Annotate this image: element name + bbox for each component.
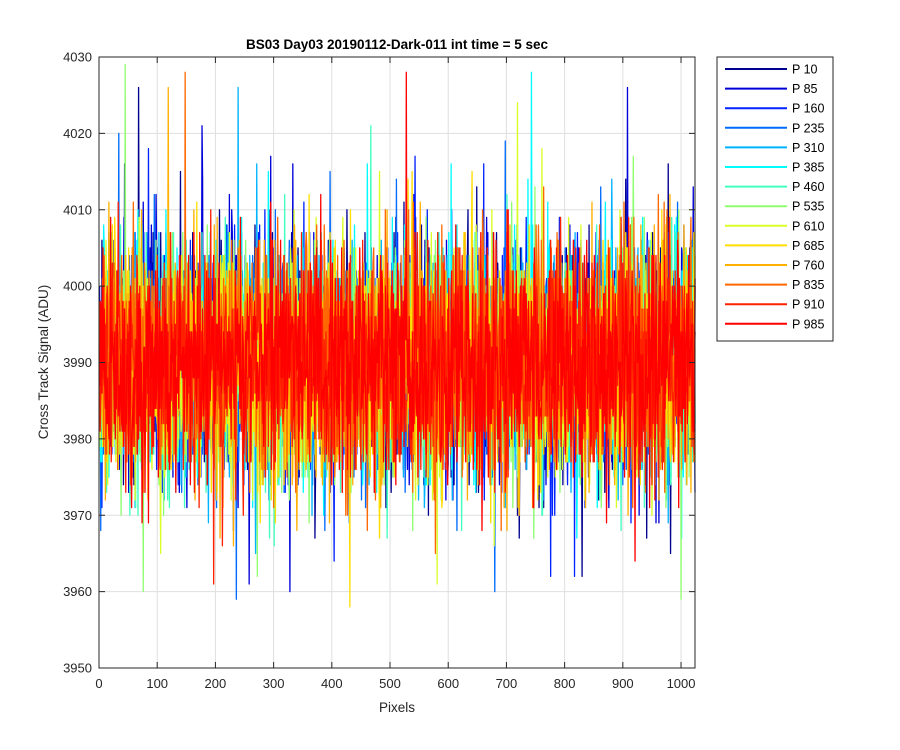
y-tick-label-3: 3980 xyxy=(63,431,92,446)
legend-label-13: P 985 xyxy=(792,317,824,331)
x-tick-label-5: 500 xyxy=(379,676,401,691)
x-tick-label-2: 200 xyxy=(205,676,227,691)
x-tick-label-7: 700 xyxy=(496,676,518,691)
x-tick-label-9: 900 xyxy=(612,676,634,691)
legend-label-6: P 460 xyxy=(792,180,824,194)
legend-box xyxy=(716,56,834,342)
x-tick-label-0: 0 xyxy=(95,676,102,691)
y-tick-label-8: 4030 xyxy=(63,50,92,65)
x-tick-label-6: 600 xyxy=(437,676,459,691)
y-tick-label-5: 4000 xyxy=(63,279,92,294)
legend-label-12: P 910 xyxy=(792,298,824,312)
x-tick-label-3: 300 xyxy=(263,676,285,691)
legend-label-5: P 385 xyxy=(792,161,824,175)
y-tick-label-1: 3960 xyxy=(63,584,92,599)
legend-label-0: P 10 xyxy=(792,63,818,77)
series-line-13 xyxy=(98,71,696,562)
x-tick-label-8: 800 xyxy=(554,676,576,691)
x-tick-label-1: 100 xyxy=(146,676,168,691)
legend-label-11: P 835 xyxy=(792,278,824,292)
y-tick-label-6: 4010 xyxy=(63,202,92,217)
y-tick-label-0: 3950 xyxy=(63,661,92,676)
legend-label-3: P 235 xyxy=(792,121,824,135)
chart-title: BS03 Day03 20190112-Dark-011 int time = … xyxy=(246,37,549,52)
legend-label-1: P 85 xyxy=(792,82,818,96)
x-tick-label-10: 1000 xyxy=(667,676,696,691)
axis-ticks: 0 100 200 300 400 500 600 700 800 900 1000 3950 3960… xyxy=(63,50,695,692)
x-axis-label: Pixels xyxy=(379,700,415,715)
y-tick-label-4: 3990 xyxy=(63,355,92,370)
legend-label-4: P 310 xyxy=(792,141,824,155)
y-axis-label: Cross Track Signal (ADU) xyxy=(36,285,51,440)
legend-label-2: P 160 xyxy=(792,102,824,116)
legend-label-7: P 535 xyxy=(792,200,824,214)
legend-label-9: P 685 xyxy=(792,239,824,253)
series-lines xyxy=(98,63,696,608)
legend: P 10 P 85 P 160 P 235 P 310 P 385 P 460 P 535 P … xyxy=(716,56,834,342)
y-tick-label-7: 4020 xyxy=(63,126,92,141)
y-tick-label-2: 3970 xyxy=(63,508,92,523)
legend-label-10: P 760 xyxy=(792,259,824,273)
legend-label-8: P 610 xyxy=(792,219,824,233)
x-tick-label-4: 400 xyxy=(321,676,343,691)
